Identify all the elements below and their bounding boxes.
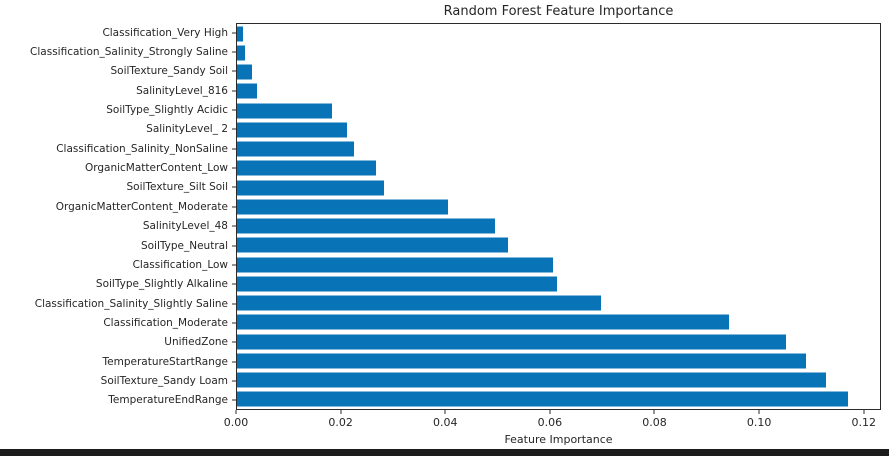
- bar: [237, 26, 244, 42]
- bar: [237, 199, 449, 215]
- y-tick-mark: [232, 283, 236, 285]
- y-tick-label: SoilType_Slightly Acidic: [106, 104, 228, 117]
- x-tick-label: 0.04: [432, 416, 458, 429]
- x-tick-mark: [758, 410, 760, 414]
- y-tick-mark: [232, 109, 236, 111]
- y-tick-mark: [232, 70, 236, 72]
- y-tick-label: SoilTexture_Sandy Loam: [100, 374, 228, 387]
- bar: [237, 83, 257, 99]
- y-tick-label: SoilTexture_Silt Soil: [126, 181, 229, 194]
- y-tick-mark: [232, 186, 236, 188]
- y-axis-ticks: [232, 23, 236, 410]
- bar: [237, 122, 347, 138]
- y-tick-label: Classification_Very High: [102, 26, 228, 39]
- y-tick-mark: [232, 148, 236, 150]
- y-tick-mark: [232, 51, 236, 53]
- bar: [237, 334, 786, 350]
- y-tick-mark: [232, 245, 236, 247]
- y-tick-mark: [232, 322, 236, 324]
- x-tick-label: 0.10: [746, 416, 772, 429]
- x-tick-label: 0.06: [537, 416, 563, 429]
- x-axis-tick-labels: 0.00 0.02 0.04 0.06 0.08 0.10 0.12: [224, 416, 881, 430]
- x-tick-label: 0.08: [642, 416, 667, 429]
- bar: [237, 237, 509, 253]
- x-tick-label: 0.00: [223, 416, 249, 429]
- bar: [237, 391, 849, 407]
- y-tick-mark: [232, 341, 236, 343]
- x-axis-ticks: [235, 410, 881, 414]
- x-tick-label: 0.12: [851, 416, 876, 429]
- y-tick-mark: [232, 128, 236, 130]
- y-tick-label: SalinityLevel_48: [142, 220, 228, 233]
- y-tick-label: SalinityLevel_816: [136, 84, 228, 97]
- y-tick-mark: [232, 361, 236, 363]
- y-tick-label: UnifiedZone: [164, 336, 228, 349]
- x-axis-label: Feature Importance: [504, 433, 613, 446]
- chart-title: Random Forest Feature Importance: [443, 4, 674, 19]
- bar: [237, 141, 355, 157]
- y-tick-mark: [232, 32, 236, 34]
- bar: [237, 160, 377, 176]
- bar: [237, 103, 333, 119]
- y-tick-label: SoilType_Neutral: [140, 239, 228, 252]
- y-tick-label: OrganicMatterContent_Moderate: [55, 200, 228, 213]
- x-tick-mark: [549, 410, 551, 414]
- y-tick-label: SoilTexture_Sandy Soil: [110, 65, 228, 78]
- bar: [237, 276, 557, 292]
- y-tick-mark: [232, 399, 236, 401]
- y-axis-labels: Classification_Very High Classification_S…: [0, 23, 228, 410]
- x-tick-label: 0.02: [328, 416, 353, 429]
- y-tick-label: Classification_Moderate: [103, 316, 228, 329]
- y-tick-mark: [232, 206, 236, 208]
- y-tick-mark: [232, 264, 236, 266]
- y-tick-label: Classification_Salinity_NonSaline: [56, 142, 228, 155]
- y-tick-label: TemperatureStartRange: [102, 355, 228, 368]
- y-tick-label: Classification_Salinity_Strongly Saline: [30, 46, 228, 59]
- y-tick-label: TemperatureEndRange: [108, 394, 228, 407]
- bar: [237, 180, 385, 196]
- bar: [237, 45, 245, 61]
- bar: [237, 64, 252, 80]
- bar: [237, 218, 496, 234]
- bar: [237, 257, 553, 273]
- x-tick-mark: [444, 410, 446, 414]
- x-tick-mark: [340, 410, 342, 414]
- window-bottom-edge: [0, 449, 889, 456]
- x-tick-mark: [653, 410, 655, 414]
- y-tick-label: SalinityLevel_ 2: [146, 123, 228, 136]
- plot-area: [236, 23, 881, 410]
- y-tick-mark: [232, 90, 236, 92]
- y-tick-mark: [232, 225, 236, 227]
- y-tick-label: OrganicMatterContent_Low: [84, 162, 228, 175]
- bar: [237, 372, 826, 388]
- bar: [237, 314, 729, 330]
- y-tick-mark: [232, 380, 236, 382]
- bar: [237, 295, 601, 311]
- y-tick-label: Classification_Salinity_Slightly Saline: [34, 297, 228, 310]
- y-tick-label: Classification_Low: [132, 258, 228, 271]
- y-tick-mark: [232, 167, 236, 169]
- x-tick-mark: [235, 410, 237, 414]
- bar: [237, 353, 806, 369]
- y-tick-mark: [232, 303, 236, 305]
- x-tick-mark: [863, 410, 865, 414]
- y-tick-label: SoilType_Slightly Alkaline: [95, 278, 228, 291]
